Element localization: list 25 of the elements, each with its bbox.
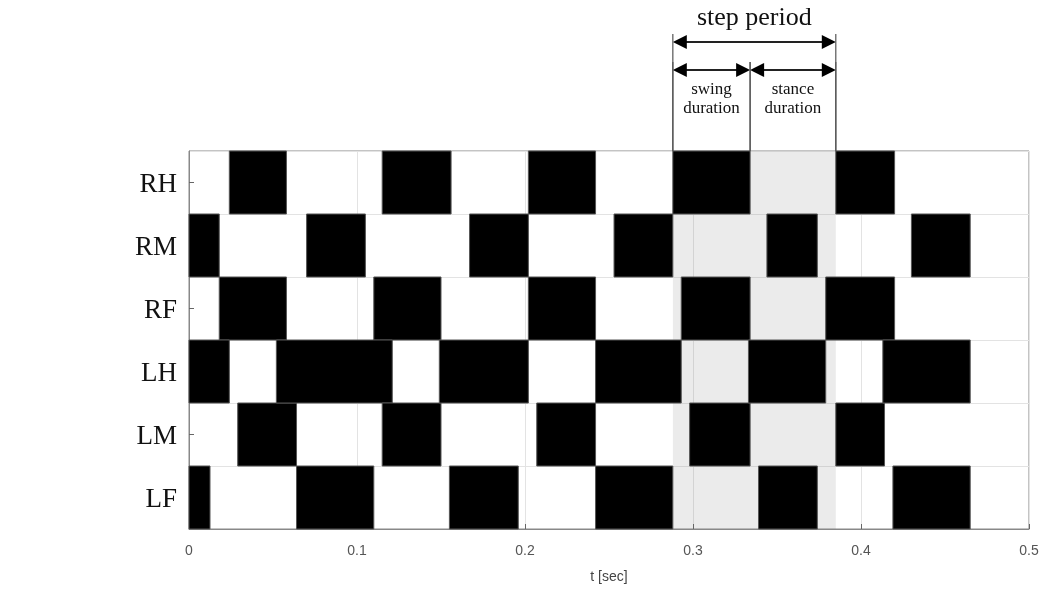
bar	[892, 465, 971, 530]
band-label: swing duration	[682, 79, 741, 118]
bar	[766, 213, 818, 278]
x-tick-label: 0.4	[851, 542, 871, 558]
x-tick-label: 0.5	[1019, 542, 1039, 558]
bar	[188, 465, 211, 530]
x-tick-label: 0.1	[347, 542, 367, 558]
band-label: step period	[695, 2, 813, 32]
x-tick-label: 0	[185, 542, 194, 558]
y-tick-label: RF	[143, 293, 177, 324]
y-tick-label: LH	[141, 356, 177, 387]
bar	[448, 465, 519, 530]
x-tick-label: 0.3	[683, 542, 703, 558]
bar	[228, 150, 287, 215]
x-tick-label: 0.2	[515, 542, 535, 558]
y-tick-label: RM	[134, 230, 177, 261]
y-tick-label: LM	[136, 419, 177, 450]
y-tick-label: RH	[139, 167, 177, 198]
x-axis-title: t [sec]	[590, 568, 628, 584]
bar	[381, 150, 452, 215]
band-label: stance duration	[763, 79, 823, 118]
y-tick-label: LF	[145, 482, 177, 513]
bar	[306, 213, 366, 278]
bar	[910, 213, 971, 278]
bar	[758, 465, 818, 530]
